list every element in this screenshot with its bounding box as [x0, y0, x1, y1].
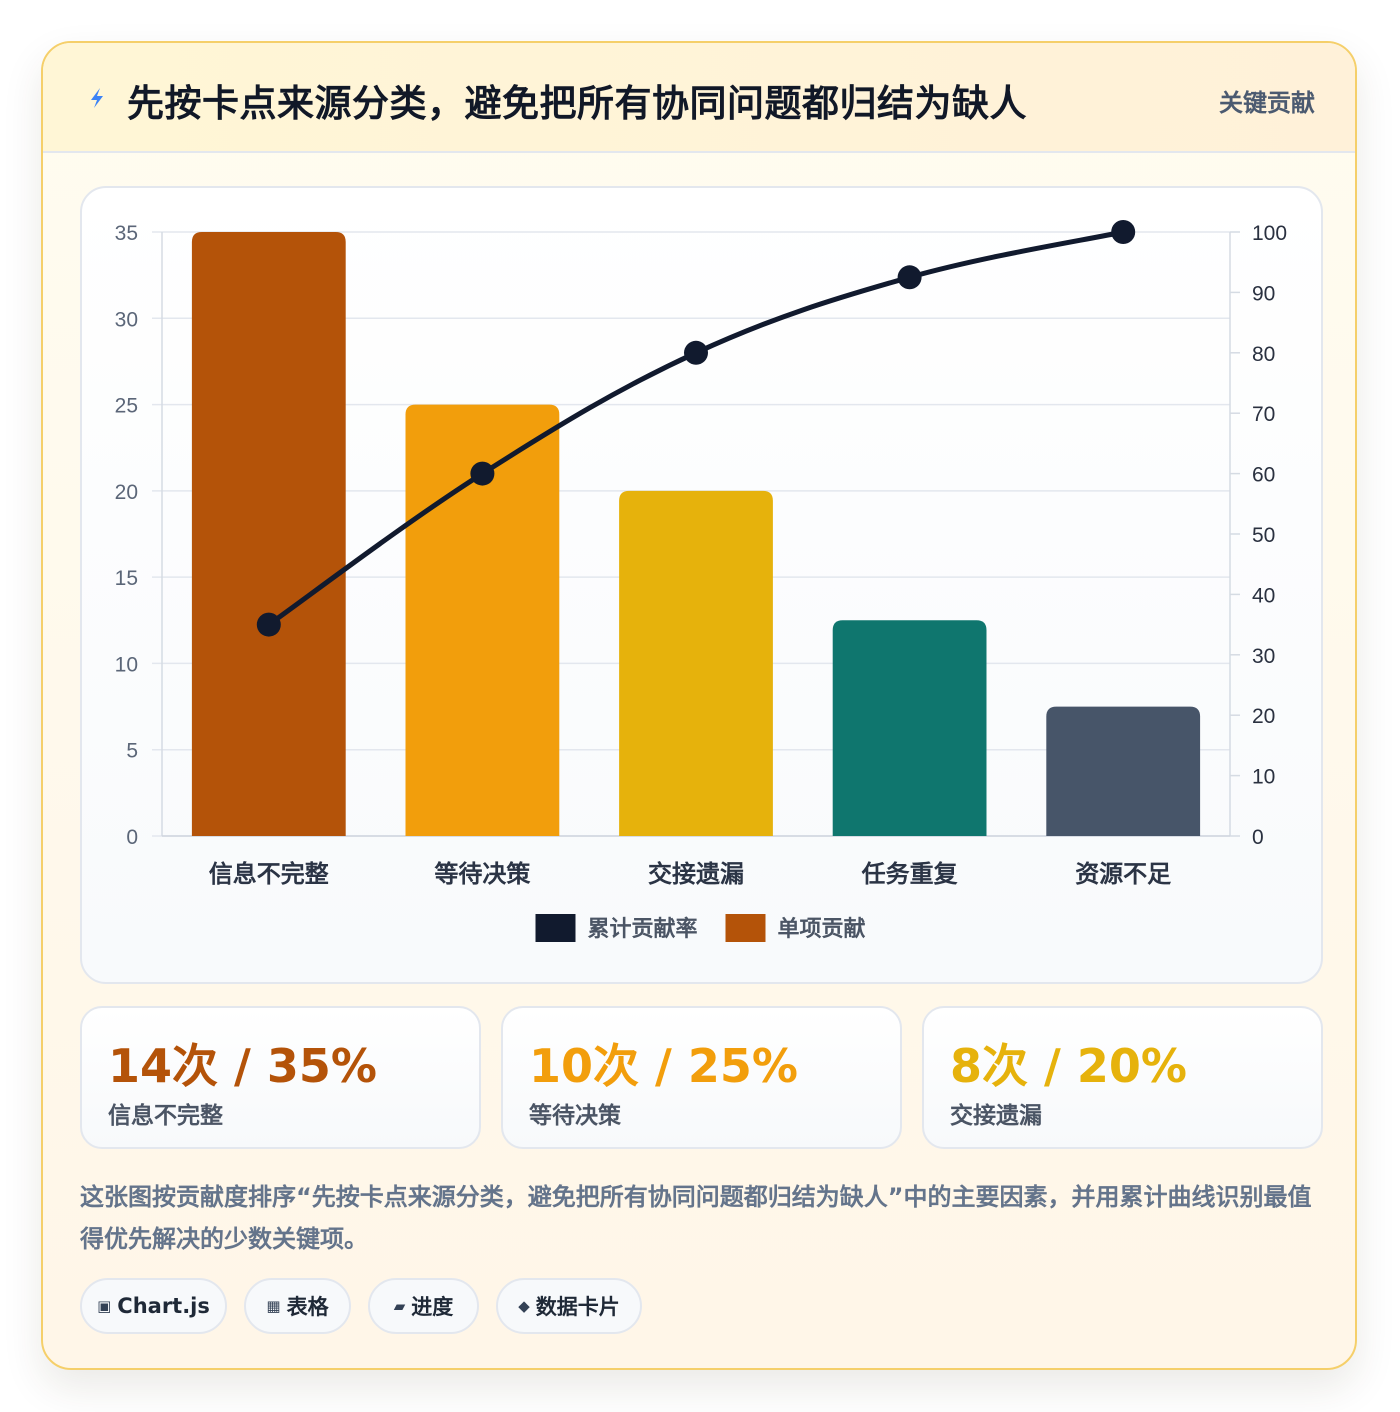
chip-label: Chart.js — [117, 1294, 210, 1318]
chip-label: 数据卡片 — [535, 1295, 620, 1319]
chart-icon: ▣ — [97, 1297, 112, 1315]
x-tick-label: 交接遗漏 — [648, 860, 744, 888]
card-header: 先按卡点来源分类，避免把所有协同问题都归结为缺人 关键贡献 — [43, 43, 1355, 153]
y2-tick-label: 70 — [1252, 403, 1275, 426]
pareto-chart: 0 5 10 15 20 25 30 35 0 10 20 30 40 50 60 70 80 90 100 信息不完… — [115, 220, 1287, 942]
y-tick-label: 20 — [115, 481, 138, 504]
chip-table[interactable]: ▦ 表格 — [244, 1278, 351, 1334]
x-tick-label: 等待决策 — [434, 860, 531, 888]
chip-label: 进度 — [411, 1295, 454, 1319]
cumulative-point-1 — [256, 612, 281, 637]
x-tick-label: 资源不足 — [1075, 860, 1171, 888]
diamond-icon: ◆ — [518, 1297, 530, 1315]
y2-tick-label: 0 — [1252, 826, 1264, 849]
stat-card: 14次 / 35% 信息不完整 — [80, 1006, 481, 1149]
y2-tick-label: 50 — [1252, 524, 1275, 547]
chart-description: 这张图按贡献度排序“先按卡点来源分类，避免把所有协同问题都归结为缺人”中的主要因… — [80, 1183, 1312, 1253]
y2-tick-label: 60 — [1252, 464, 1275, 487]
y2-tick-label: 30 — [1252, 645, 1275, 668]
stat-value: 10次 / 25% — [529, 1039, 798, 1093]
y-tick-label: 35 — [115, 222, 138, 245]
y2-tick-label: 90 — [1252, 282, 1275, 305]
stat-label: 等待决策 — [529, 1103, 621, 1129]
y-tick-label: 5 — [126, 740, 138, 763]
progress-icon: ▰ — [393, 1297, 406, 1315]
table-icon: ▦ — [266, 1297, 281, 1315]
y-tick-label: 0 — [126, 826, 138, 849]
cumulative-point-2 — [470, 461, 495, 486]
bar-4 — [832, 620, 987, 836]
lightning-bolt-icon — [91, 88, 103, 108]
y-tick-label: 15 — [115, 567, 138, 590]
chip-label: 表格 — [286, 1295, 329, 1319]
cumulative-point-4 — [897, 265, 922, 290]
x-tick-label: 信息不完整 — [209, 860, 329, 888]
stat-value: 8次 / 20% — [950, 1039, 1187, 1093]
stat-value: 14次 / 35% — [108, 1039, 377, 1093]
header-tag: 关键贡献 — [1219, 89, 1315, 117]
bar-5 — [1046, 706, 1201, 836]
stat-label: 信息不完整 — [108, 1103, 223, 1129]
legend-label: 累计贡献率 — [588, 916, 698, 942]
page-title: 先按卡点来源分类，避免把所有协同问题都归结为缺人 — [127, 82, 1027, 125]
cumulative-point-3 — [684, 340, 708, 365]
chip-chartjs[interactable]: ▣ Chart.js — [80, 1278, 227, 1334]
legend-swatch — [725, 914, 766, 942]
x-tick-label: 任务重复 — [861, 860, 959, 888]
legend-swatch — [535, 914, 576, 942]
chip-data-card[interactable]: ◆ 数据卡片 — [496, 1278, 642, 1334]
y2-tick-label: 40 — [1252, 584, 1275, 607]
chip-progress[interactable]: ▰ 进度 — [368, 1278, 479, 1334]
y2-tick-label: 10 — [1252, 766, 1275, 789]
y2-tick-label: 20 — [1252, 705, 1275, 728]
chart-panel: 0 5 10 15 20 25 30 35 0 10 20 30 40 50 60 70 80 90 100 信息不完… — [80, 186, 1323, 984]
bar-2 — [405, 404, 560, 836]
chart-card: 先按卡点来源分类，避免把所有协同问题都归结为缺人 关键贡献 0 5 10 15 20 25… — [41, 41, 1357, 1370]
y-tick-label: 10 — [115, 653, 138, 676]
stat-card: 10次 / 25% 等待决策 — [501, 1006, 902, 1149]
y-tick-label: 30 — [115, 308, 138, 331]
legend-label: 单项贡献 — [778, 916, 866, 942]
stat-label: 交接遗漏 — [950, 1103, 1042, 1129]
stat-card: 8次 / 20% 交接遗漏 — [922, 1006, 1323, 1149]
bar-3 — [619, 490, 773, 836]
bar-1 — [191, 232, 346, 836]
cumulative-point-5 — [1111, 220, 1136, 244]
y2-tick-label: 80 — [1252, 343, 1275, 366]
y2-tick-label: 100 — [1252, 222, 1287, 245]
y-tick-label: 25 — [115, 395, 138, 418]
